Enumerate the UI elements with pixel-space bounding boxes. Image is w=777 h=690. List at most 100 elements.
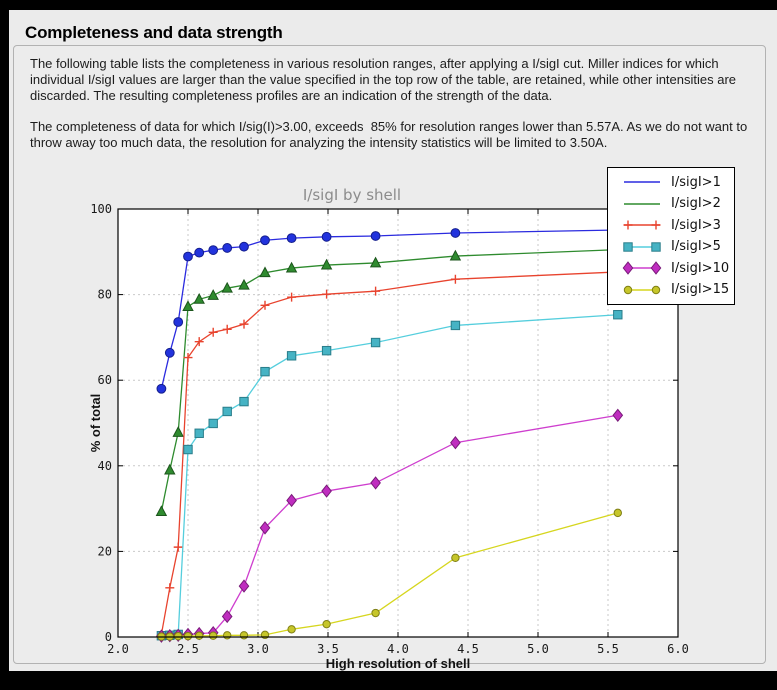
series-I/sigI>15 xyxy=(157,508,622,641)
data-point xyxy=(221,281,233,293)
x-tick-label: 4.5 xyxy=(457,642,479,656)
data-point xyxy=(209,631,218,640)
data-point xyxy=(451,553,460,563)
x-tick-label: 2.5 xyxy=(177,642,199,656)
data-point xyxy=(287,625,296,634)
data-point xyxy=(623,285,633,295)
legend: I/sigI>1 I/sigI>2 I/sigI>3 I/sigI>5 I/sigI>1… xyxy=(607,167,735,305)
data-point xyxy=(260,366,270,377)
data-point xyxy=(156,383,167,394)
data-point xyxy=(165,583,175,593)
data-point xyxy=(371,608,380,618)
data-point xyxy=(173,317,184,327)
data-point xyxy=(651,242,661,252)
data-point xyxy=(260,300,270,310)
data-point xyxy=(651,285,661,295)
data-point xyxy=(612,408,624,422)
paragraph-completeness-intro: The following table lists the completene… xyxy=(30,56,737,103)
data-point xyxy=(287,292,297,302)
data-point xyxy=(370,337,381,348)
data-point xyxy=(650,261,662,276)
data-point xyxy=(450,435,461,450)
data-point xyxy=(286,233,297,244)
data-point xyxy=(450,274,460,284)
data-point xyxy=(172,426,184,437)
x-tick-label: 6.0 xyxy=(667,642,689,656)
series-line xyxy=(161,314,618,637)
data-point xyxy=(222,406,232,417)
legend-item: I/sigI>10 xyxy=(608,261,734,276)
data-point xyxy=(173,542,183,552)
data-point xyxy=(223,631,232,640)
data-point xyxy=(623,242,633,252)
data-point xyxy=(239,319,249,329)
data-point xyxy=(321,345,332,356)
data-point xyxy=(182,300,194,311)
x-tick-label: 2.0 xyxy=(107,642,129,656)
x-tick-label: 4.0 xyxy=(387,642,409,656)
data-point xyxy=(450,320,461,331)
data-point xyxy=(285,261,298,273)
legend-swatch xyxy=(623,242,661,252)
x-tick-label: 5.5 xyxy=(597,642,619,656)
legend-swatch xyxy=(624,202,660,205)
data-point xyxy=(286,493,297,508)
x-tick-label: 3.0 xyxy=(247,642,269,656)
legend-item: I/sigI>15 xyxy=(608,282,734,297)
legend-item: I/sigI>3 xyxy=(608,218,734,233)
legend-swatch xyxy=(623,220,661,230)
data-point xyxy=(321,484,332,498)
data-point xyxy=(259,266,271,278)
data-point xyxy=(183,251,193,262)
gridlines xyxy=(118,209,678,637)
y-tick-label: 100 xyxy=(90,202,112,216)
page-title: Completeness and data strength xyxy=(25,23,283,42)
data-point xyxy=(193,292,205,304)
series-I/sigI>2 xyxy=(155,243,624,516)
data-point xyxy=(238,579,250,593)
data-point xyxy=(183,444,193,455)
data-point xyxy=(622,261,634,276)
legend-item: I/sigI>1 xyxy=(608,175,734,190)
data-point xyxy=(450,228,461,238)
legend-label: I/sigI>15 xyxy=(671,282,730,298)
data-point xyxy=(651,220,661,230)
data-point xyxy=(322,289,332,299)
data-point xyxy=(238,278,250,290)
data-point xyxy=(174,631,183,641)
data-point xyxy=(623,220,633,230)
data-point xyxy=(208,418,218,429)
data-point xyxy=(194,337,204,347)
legend-item: I/sigI>5 xyxy=(608,239,734,254)
series-line xyxy=(160,229,618,389)
data-point xyxy=(222,324,232,334)
y-tick-label: 0 xyxy=(105,630,112,644)
data-point xyxy=(194,428,204,438)
data-point xyxy=(370,476,381,490)
data-point xyxy=(321,231,332,242)
data-point xyxy=(369,256,382,268)
y-tick-label: 60 xyxy=(98,373,112,387)
legend-label: I/sigI>1 xyxy=(671,174,721,190)
data-point xyxy=(164,463,176,475)
legend-label: I/sigI>10 xyxy=(671,260,730,276)
data-point xyxy=(183,631,193,641)
data-point xyxy=(195,631,204,640)
paragraph-resolution-cutoff: The completeness of data for which I/sig… xyxy=(30,119,748,150)
data-point xyxy=(260,235,270,246)
chart-title: I/sigI by shell xyxy=(303,186,401,204)
legend-swatch xyxy=(624,181,660,183)
x-tick-label: 3.5 xyxy=(317,642,339,656)
data-point xyxy=(259,521,271,535)
data-point xyxy=(155,505,168,516)
x-tick-label: 5.0 xyxy=(527,642,549,656)
data-point xyxy=(183,353,193,363)
legend-item: I/sigI>2 xyxy=(608,196,734,211)
legend-swatch xyxy=(622,261,662,276)
x-axis-label: High resolution of shell xyxy=(326,656,470,671)
data-point xyxy=(164,347,175,358)
data-point xyxy=(320,258,333,270)
data-point xyxy=(370,231,381,241)
